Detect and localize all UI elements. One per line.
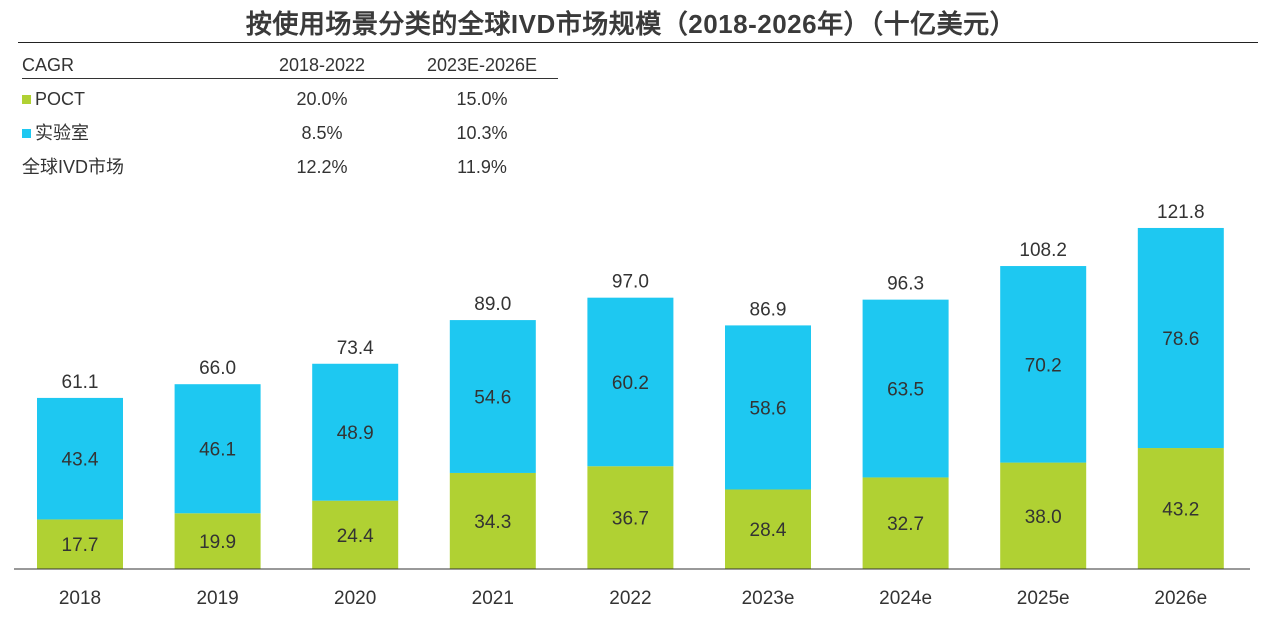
title-divider: [18, 42, 1258, 43]
bar-label-poct-2021: 34.3: [474, 512, 511, 533]
cagr-value: 11.9%: [457, 157, 507, 177]
bar-label-lab-2020: 48.9: [337, 423, 374, 444]
legend-swatch-poct: [22, 95, 31, 104]
cagr-value: 15.0%: [456, 89, 508, 109]
cagr-header-label: CAGR: [22, 55, 75, 75]
bar-poct-2026e: [1137, 448, 1224, 569]
bar-label-lab-2018: 43.4: [62, 450, 99, 471]
bar-label-poct-2020: 24.4: [337, 526, 374, 547]
bar-lab-2021: [449, 320, 536, 473]
bar-label-poct-2023e: 28.4: [750, 520, 787, 541]
total-label-2019: 66.0: [199, 358, 236, 379]
x-tick-label-2025e: 2025e: [1017, 588, 1070, 609]
cagr-value: 8.5%: [301, 123, 343, 143]
x-tick-label-2022: 2022: [609, 588, 651, 609]
bar-poct-2019: [174, 513, 261, 569]
cagr-row-label: 全球IVD市场: [22, 157, 125, 177]
bar-poct-2021: [449, 472, 536, 569]
x-tick-label-2021: 2021: [472, 588, 514, 609]
bar-lab-2025e: [1000, 266, 1087, 463]
bar-lab-2018: [37, 397, 123, 520]
cagr-row-total: 全球IVD市场 12.2% 11.9%: [22, 147, 558, 181]
bar-label-lab-2024e: 63.5: [887, 380, 924, 401]
bar-poct-2025e: [1000, 462, 1087, 569]
legend-label-poct: POCT: [35, 89, 86, 109]
cagr-header-period1: 2018-2022: [278, 55, 366, 75]
bar-label-lab-2023e: 58.6: [750, 398, 787, 419]
cagr-value: 10.3%: [456, 123, 508, 143]
bar-lab-2026e: [1137, 227, 1224, 449]
bar-label-poct-2025e: 38.0: [1025, 507, 1062, 528]
bar-label-poct-2018: 17.7: [62, 535, 99, 556]
x-tick-label-2023e: 2023e: [742, 588, 795, 609]
total-label-2023e: 86.9: [750, 299, 787, 320]
cagr-value: 12.2%: [296, 157, 348, 177]
bar-poct-2022: [587, 466, 674, 569]
chart-title: 按使用场景分类的全球IVD市场规模（2018-2026年）（十亿美元）: [245, 9, 1017, 39]
bar-label-lab-2021: 54.6: [474, 388, 511, 409]
cagr-row-label: POCT: [22, 79, 85, 119]
cagr-header-period2: 2023E-2026E: [426, 55, 538, 75]
cagr-row-poct: POCT 20.0% 15.0%: [22, 79, 558, 113]
bar-lab-2023e: [725, 325, 811, 490]
total-label-2026e: 121.8: [1157, 202, 1205, 223]
bar-label-poct-2024e: 32.7: [887, 514, 924, 535]
x-tick-label-2019: 2019: [196, 588, 238, 609]
bar-label-poct-2019: 19.9: [199, 532, 236, 553]
cagr-header-row: CAGR 2018-2022 2023E-2026E: [22, 52, 558, 79]
bar-poct-2024e: [862, 477, 949, 569]
bar-poct-2018: [37, 519, 123, 569]
total-label-2018: 61.1: [62, 372, 99, 393]
cagr-row-label: 实验室: [22, 113, 89, 153]
x-tick-label-2026e: 2026e: [1154, 588, 1207, 609]
total-label-2021: 89.0: [474, 294, 511, 315]
legend-swatch-lab: [22, 129, 31, 138]
bar-label-poct-2022: 36.7: [612, 509, 649, 530]
total-label-2025e: 108.2: [1019, 240, 1067, 261]
total-label-2024e: 96.3: [887, 274, 924, 295]
legend-label-lab: 实验室: [35, 123, 89, 143]
bar-lab-2020: [312, 363, 399, 501]
bar-label-poct-2026e: 43.2: [1162, 500, 1199, 521]
total-label-2020: 73.4: [337, 338, 374, 359]
cagr-row-lab: 实验室 8.5% 10.3%: [22, 113, 558, 147]
bar-label-lab-2022: 60.2: [612, 373, 649, 394]
x-tick-label-2020: 2020: [334, 588, 376, 609]
bar-label-lab-2026e: 78.6: [1162, 329, 1199, 350]
total-label-2022: 97.0: [612, 272, 649, 293]
x-tick-label-2018: 2018: [59, 588, 101, 609]
bar-poct-2020: [312, 500, 399, 569]
bar-label-lab-2025e: 70.2: [1025, 355, 1062, 376]
bar-lab-2024e: [862, 299, 949, 478]
cagr-table: CAGR 2018-2022 2023E-2026E POCT 20.0% 15…: [22, 52, 558, 181]
x-tick-label-2024e: 2024e: [879, 588, 932, 609]
bar-poct-2023e: [725, 489, 811, 569]
bar-lab-2022: [587, 297, 674, 467]
cagr-value: 20.0%: [296, 89, 348, 109]
bar-lab-2019: [174, 384, 261, 514]
bar-label-lab-2019: 46.1: [199, 440, 236, 461]
